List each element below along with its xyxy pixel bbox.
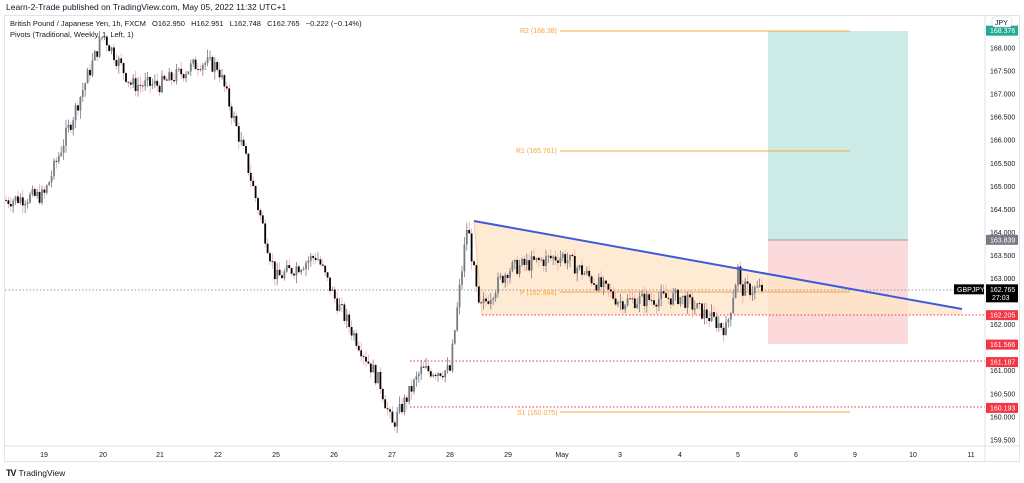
chart-legend: British Pound / Japanese Yen, 1h, FXCM O…	[10, 18, 366, 40]
price-tag	[986, 284, 1018, 303]
currency-label: JPY	[995, 20, 1008, 27]
pivot-r2-label: R2 (168.38)	[520, 28, 557, 35]
price-tick-label: 161.000	[990, 368, 1015, 375]
tradingview-logo-icon: TV	[6, 468, 16, 478]
price-tick-label: 162.000	[990, 322, 1015, 329]
time-tick-label: 10	[909, 452, 917, 459]
symbol-tag	[954, 284, 984, 295]
price-tick-label: 165.000	[990, 184, 1015, 191]
price-tick-label: 166.000	[990, 138, 1015, 145]
price-tick-label: 159.500	[990, 437, 1015, 444]
chart-frame	[4, 15, 1020, 462]
time-tick-label: 22	[214, 452, 222, 459]
price-tick-label: 166.500	[990, 115, 1015, 122]
currency-badge	[991, 16, 1013, 28]
triangle-left-edge	[473, 220, 483, 316]
legend-symbol-row[interactable]: British Pound / Japanese Yen, 1h, FXCM O…	[10, 18, 366, 29]
price-tag	[986, 234, 1018, 245]
pivot-r1-label: R1 (165.761)	[516, 148, 557, 155]
time-tick-label: 19	[40, 452, 48, 459]
pivot-p-label: P (162.994)	[520, 290, 556, 297]
price-axis[interactable]: 168.000 167.500 167.000 166.500 166.000 165.5…	[990, 46, 1015, 445]
time-tick-label: 27	[388, 452, 396, 459]
time-tick-label: 3	[618, 452, 622, 459]
publisher-note: Learn-2-Trade published on TradingView.c…	[6, 2, 287, 12]
price-tick-label: 160.000	[990, 414, 1015, 421]
target-zone[interactable]	[768, 31, 908, 240]
time-tick-label: 25	[272, 452, 280, 459]
time-tick-label: 20	[99, 452, 107, 459]
descending-trendline[interactable]	[473, 220, 963, 310]
price-tick-label: 164.000	[990, 230, 1015, 237]
price-tag-value: 162.765	[990, 287, 1015, 294]
price-tick-label: 160.500	[990, 391, 1015, 398]
price-tick-label: 167.500	[990, 69, 1015, 76]
time-tick-label: 9	[853, 452, 857, 459]
price-tag-value: 163.839	[990, 237, 1015, 244]
legend-indicator-row[interactable]: Pivots (Traditional, Weekly, 1, Left, 1)	[10, 29, 366, 40]
time-axis[interactable]: 19 20 21 22 25 26 27 28 29 May 3 4 5 6 9 10 11	[40, 452, 975, 459]
price-tag-value: 168.376	[990, 28, 1015, 35]
time-tick-label: 29	[504, 452, 512, 459]
time-tick-label: 11	[967, 452, 974, 459]
time-tick-label: 4	[678, 452, 682, 459]
price-tick-label: 168.000	[990, 46, 1015, 53]
price-tick-label: 164.500	[990, 207, 1015, 214]
legend-low: L162.748	[229, 19, 261, 28]
price-tag	[986, 25, 1018, 36]
price-tag	[986, 310, 1018, 321]
candlestick-series	[5, 31, 763, 434]
legend-pivots: Pivots (Traditional, Weekly, 1, Left, 1)	[10, 30, 134, 39]
legend-close: C162.765	[267, 19, 300, 28]
price-tag-value: 162.205	[990, 313, 1015, 320]
price-tag	[986, 339, 1018, 350]
footer-branding[interactable]: TV TradingView	[6, 468, 65, 478]
time-tick-label: 26	[330, 452, 338, 459]
legend-change: −0.222 (−0.14%)	[305, 19, 362, 28]
price-tick-label: 167.000	[990, 92, 1015, 99]
price-tick-label: 163.500	[990, 253, 1015, 260]
legend-open: O162.950	[152, 19, 185, 28]
price-tag-value: 160.193	[990, 405, 1015, 412]
price-tick-label: 163.000	[990, 276, 1015, 283]
price-tag-value: 161.566	[990, 342, 1015, 349]
time-tick-label: May	[555, 452, 569, 459]
price-tag	[986, 357, 1018, 368]
price-tag-value: 161.187	[990, 360, 1015, 367]
price-tick-label: 165.500	[990, 161, 1015, 168]
time-tick-label: 28	[446, 452, 454, 459]
price-tag	[986, 402, 1018, 413]
symbol-tag-label: GBPJPY	[957, 287, 985, 294]
time-tick-label: 21	[156, 452, 164, 459]
legend-high: H162.951	[191, 19, 224, 28]
time-tick-label: 5	[736, 452, 740, 459]
countdown-timer: 27:03	[992, 295, 1010, 302]
time-tick-label: 6	[794, 452, 798, 459]
legend-symbol: British Pound / Japanese Yen, 1h, FXCM	[10, 19, 146, 28]
tradingview-brand: TradingView	[18, 468, 66, 478]
pivot-s1-label: S1 (160.075)	[517, 410, 557, 417]
